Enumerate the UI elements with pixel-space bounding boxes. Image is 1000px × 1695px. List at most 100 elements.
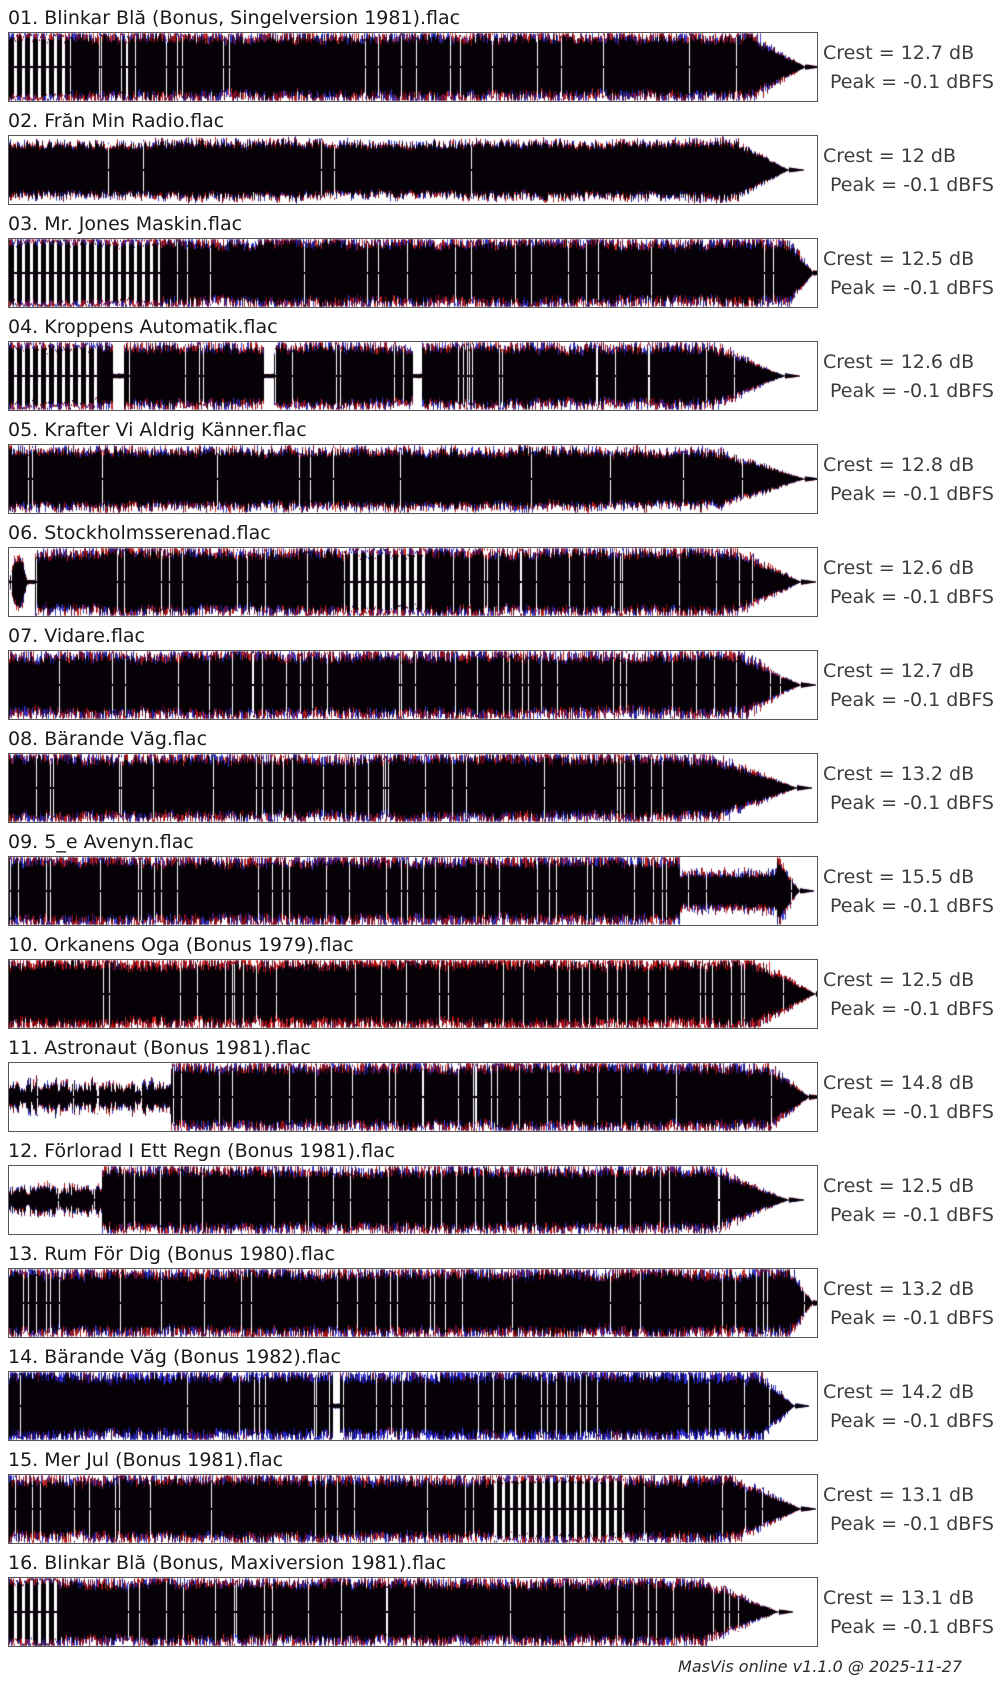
track-row: 12. Förlorad I Ett Regn (Bonus 1981).fla… bbox=[8, 1141, 1000, 1235]
track-stats: Crest = 12.7 dB Peak = -0.1 dBFS bbox=[823, 650, 994, 720]
track-stats: Crest = 12.6 dB Peak = -0.1 dBFS bbox=[823, 341, 994, 411]
crest-value: Crest = 13.2 dB bbox=[823, 1277, 975, 1300]
waveform-plot[interactable] bbox=[8, 135, 818, 205]
track-row: 05. Krafter Vi Aldrig Känner.flac Crest … bbox=[8, 420, 1000, 514]
track-title: 02. Frăn Min Radio.flac bbox=[8, 110, 225, 132]
crest-value: Crest = 12.6 dB bbox=[823, 556, 975, 579]
track-title: 12. Förlorad I Ett Regn (Bonus 1981).fla… bbox=[8, 1140, 396, 1162]
peak-value: Peak = -0.1 dBFS bbox=[830, 1306, 994, 1329]
waveform-plot[interactable] bbox=[8, 959, 818, 1029]
peak-value: Peak = -0.1 dBFS bbox=[830, 894, 994, 917]
waveform-plot[interactable] bbox=[8, 1165, 818, 1235]
waveform-plot[interactable] bbox=[8, 1268, 818, 1338]
track-title: 01. Blinkar Blă (Bonus, Singelversion 19… bbox=[8, 7, 461, 29]
peak-value: Peak = -0.1 dBFS bbox=[830, 70, 994, 93]
waveform-row: Crest = 12.6 dB Peak = -0.1 dBFS bbox=[8, 341, 1000, 411]
peak-value: Peak = -0.1 dBFS bbox=[830, 997, 994, 1020]
track-title: 15. Mer Jul (Bonus 1981).flac bbox=[8, 1449, 284, 1471]
track-row: 07. Vidare.flac Crest = 12.7 dB Peak = -… bbox=[8, 626, 1000, 720]
waveform-row: Crest = 13.1 dB Peak = -0.1 dBFS bbox=[8, 1474, 1000, 1544]
peak-value: Peak = -0.1 dBFS bbox=[830, 173, 994, 196]
track-row: 16. Blinkar Blă (Bonus, Maxiversion 1981… bbox=[8, 1553, 1000, 1647]
waveform-canvas bbox=[9, 33, 817, 101]
track-title: 09. 5_e Avenyn.flac bbox=[8, 831, 194, 853]
waveform-canvas bbox=[9, 1578, 817, 1646]
crest-value: Crest = 12.5 dB bbox=[823, 247, 975, 270]
waveform-row: Crest = 12.6 dB Peak = -0.1 dBFS bbox=[8, 547, 1000, 617]
crest-value: Crest = 12 dB bbox=[823, 144, 957, 167]
peak-value: Peak = -0.1 dBFS bbox=[830, 379, 994, 402]
waveform-plot[interactable] bbox=[8, 1371, 818, 1441]
waveform-plot[interactable] bbox=[8, 650, 818, 720]
waveform-plot[interactable] bbox=[8, 547, 818, 617]
peak-value: Peak = -0.1 dBFS bbox=[830, 688, 994, 711]
track-stats: Crest = 12.5 dB Peak = -0.1 dBFS bbox=[823, 1165, 994, 1235]
track-title: 14. Bärande Văg (Bonus 1982).flac bbox=[8, 1346, 341, 1368]
track-title: 03. Mr. Jones Maskin.flac bbox=[8, 213, 243, 235]
track-title: 08. Bärande Văg.flac bbox=[8, 728, 208, 750]
waveform-row: Crest = 14.8 dB Peak = -0.1 dBFS bbox=[8, 1062, 1000, 1132]
track-title: 04. Kroppens Automatik.flac bbox=[8, 316, 278, 338]
track-stats: Crest = 14.2 dB Peak = -0.1 dBFS bbox=[823, 1371, 994, 1441]
waveform-row: Crest = 13.1 dB Peak = -0.1 dBFS bbox=[8, 1577, 1000, 1647]
track-stats: Crest = 12 dB Peak = -0.1 dBFS bbox=[823, 135, 994, 205]
waveform-row: Crest = 12 dB Peak = -0.1 dBFS bbox=[8, 135, 1000, 205]
track-list: 01. Blinkar Blă (Bonus, Singelversion 19… bbox=[8, 8, 1000, 1647]
track-stats: Crest = 12.8 dB Peak = -0.1 dBFS bbox=[823, 444, 994, 514]
crest-value: Crest = 13.2 dB bbox=[823, 762, 975, 785]
peak-value: Peak = -0.1 dBFS bbox=[830, 482, 994, 505]
track-stats: Crest = 12.7 dB Peak = -0.1 dBFS bbox=[823, 32, 994, 102]
track-row: 10. Orkanens Oga (Bonus 1979).flac Crest… bbox=[8, 935, 1000, 1029]
waveform-canvas bbox=[9, 754, 817, 822]
crest-value: Crest = 12.5 dB bbox=[823, 968, 975, 991]
track-stats: Crest = 15.5 dB Peak = -0.1 dBFS bbox=[823, 856, 994, 926]
track-row: 08. Bärande Văg.flac Crest = 13.2 dB Pea… bbox=[8, 729, 1000, 823]
waveform-canvas bbox=[9, 342, 817, 410]
waveform-canvas bbox=[9, 136, 817, 204]
waveform-plot[interactable] bbox=[8, 238, 818, 308]
waveform-row: Crest = 13.2 dB Peak = -0.1 dBFS bbox=[8, 1268, 1000, 1338]
crest-value: Crest = 12.7 dB bbox=[823, 659, 975, 682]
track-title: 10. Orkanens Oga (Bonus 1979).flac bbox=[8, 934, 354, 956]
waveform-plot[interactable] bbox=[8, 1577, 818, 1647]
waveform-canvas bbox=[9, 651, 817, 719]
track-title: 11. Astronaut (Bonus 1981).flac bbox=[8, 1037, 311, 1059]
track-stats: Crest = 13.1 dB Peak = -0.1 dBFS bbox=[823, 1577, 994, 1647]
crest-value: Crest = 15.5 dB bbox=[823, 865, 975, 888]
waveform-plot[interactable] bbox=[8, 753, 818, 823]
track-row: 14. Bärande Văg (Bonus 1982).flac Crest … bbox=[8, 1347, 1000, 1441]
track-row: 02. Frăn Min Radio.flac Crest = 12 dB Pe… bbox=[8, 111, 1000, 205]
track-title: 16. Blinkar Blă (Bonus, Maxiversion 1981… bbox=[8, 1552, 447, 1574]
track-title: 13. Rum För Dig (Bonus 1980).flac bbox=[8, 1243, 335, 1265]
waveform-row: Crest = 14.2 dB Peak = -0.1 dBFS bbox=[8, 1371, 1000, 1441]
track-row: 15. Mer Jul (Bonus 1981).flac Crest = 13… bbox=[8, 1450, 1000, 1544]
waveform-row: Crest = 12.7 dB Peak = -0.1 dBFS bbox=[8, 650, 1000, 720]
waveform-plot[interactable] bbox=[8, 1062, 818, 1132]
crest-value: Crest = 13.1 dB bbox=[823, 1483, 975, 1506]
peak-value: Peak = -0.1 dBFS bbox=[830, 1203, 994, 1226]
track-row: 03. Mr. Jones Maskin.flac Crest = 12.5 d… bbox=[8, 214, 1000, 308]
waveform-plot[interactable] bbox=[8, 341, 818, 411]
waveform-canvas bbox=[9, 548, 817, 616]
peak-value: Peak = -0.1 dBFS bbox=[830, 276, 994, 299]
track-stats: Crest = 14.8 dB Peak = -0.1 dBFS bbox=[823, 1062, 994, 1132]
crest-value: Crest = 12.5 dB bbox=[823, 1174, 975, 1197]
crest-value: Crest = 13.1 dB bbox=[823, 1586, 975, 1609]
waveform-plot[interactable] bbox=[8, 856, 818, 926]
waveform-canvas bbox=[9, 1372, 817, 1440]
waveform-canvas bbox=[9, 1063, 817, 1131]
waveform-plot[interactable] bbox=[8, 1474, 818, 1544]
peak-value: Peak = -0.1 dBFS bbox=[830, 1100, 994, 1123]
peak-value: Peak = -0.1 dBFS bbox=[830, 585, 994, 608]
waveform-canvas bbox=[9, 1475, 817, 1543]
crest-value: Crest = 12.7 dB bbox=[823, 41, 975, 64]
track-stats: Crest = 13.1 dB Peak = -0.1 dBFS bbox=[823, 1474, 994, 1544]
waveform-plot[interactable] bbox=[8, 32, 818, 102]
waveform-row: Crest = 12.7 dB Peak = -0.1 dBFS bbox=[8, 32, 1000, 102]
track-row: 06. Stockholmsserenad.flac Crest = 12.6 … bbox=[8, 523, 1000, 617]
track-title: 06. Stockholmsserenad.flac bbox=[8, 522, 271, 544]
track-row: 04. Kroppens Automatik.flac Crest = 12.6… bbox=[8, 317, 1000, 411]
waveform-plot[interactable] bbox=[8, 444, 818, 514]
waveform-canvas bbox=[9, 857, 817, 925]
track-title: 07. Vidare.flac bbox=[8, 625, 145, 647]
